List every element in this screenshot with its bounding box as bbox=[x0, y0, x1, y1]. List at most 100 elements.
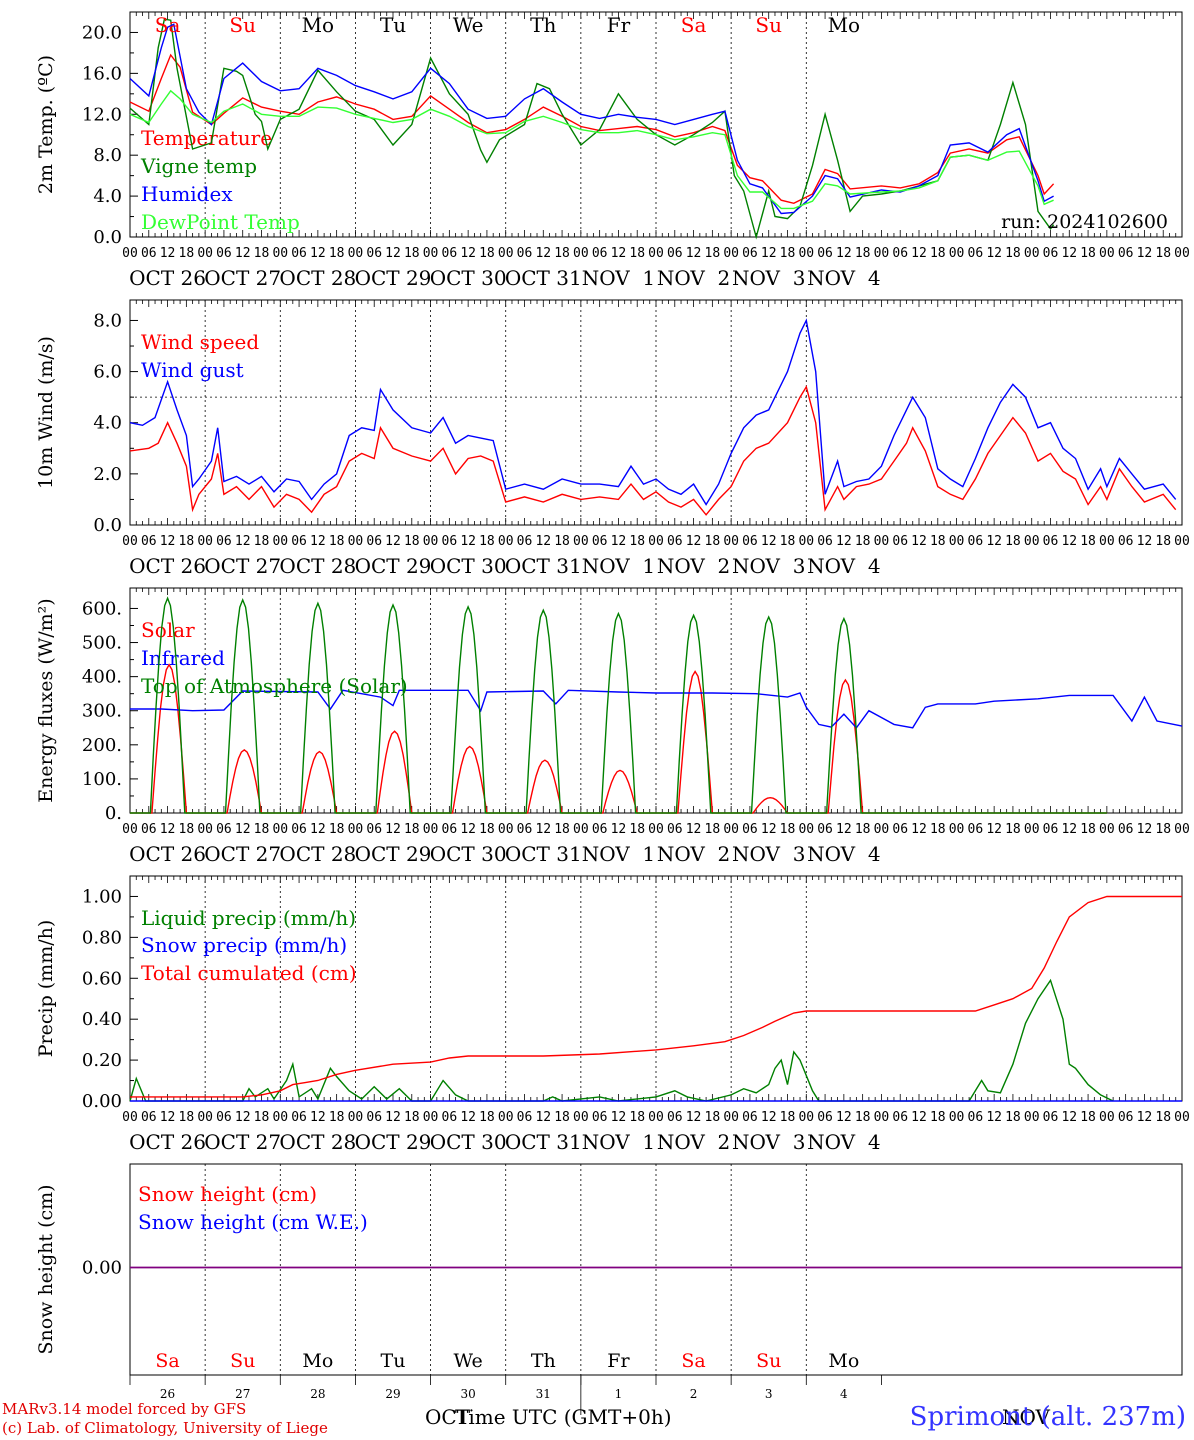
hour-tick-label: 12 bbox=[460, 246, 476, 261]
hour-tick-label: 00 bbox=[874, 1110, 890, 1125]
hour-tick-label: 06 bbox=[1118, 534, 1134, 549]
hour-tick-label: 18 bbox=[479, 534, 495, 549]
date-label: OCT 27 bbox=[204, 1130, 281, 1154]
legend-entry: Infrared bbox=[141, 646, 225, 670]
hour-tick-label: 12 bbox=[1137, 534, 1153, 549]
hour-tick-label: 00 bbox=[1099, 534, 1115, 549]
date-label: NOV 3 bbox=[732, 554, 805, 578]
hour-tick-label: 18 bbox=[1155, 822, 1171, 837]
y-tick-label: 4.0 bbox=[93, 186, 122, 207]
hour-tick-label: 06 bbox=[742, 822, 758, 837]
hour-tick-label: 12 bbox=[1061, 246, 1077, 261]
legend-entry: Liquid precip (mm/h) bbox=[141, 906, 356, 930]
date-label: NOV 4 bbox=[807, 1130, 880, 1154]
hour-tick-label: 12 bbox=[686, 1110, 702, 1125]
date-label: NOV 4 bbox=[807, 554, 880, 578]
hour-tick-label: 12 bbox=[460, 822, 476, 837]
hour-tick-label: 18 bbox=[780, 1110, 796, 1125]
hour-tick-label: 00 bbox=[874, 822, 890, 837]
hour-tick-label: 00 bbox=[423, 534, 439, 549]
hour-tick-label: 18 bbox=[855, 534, 871, 549]
date-label: OCT 31 bbox=[505, 1130, 582, 1154]
y-tick-label: 0.00 bbox=[82, 1091, 122, 1112]
y-tick-label: 100. bbox=[82, 769, 122, 790]
weekday-label-top: Su bbox=[229, 13, 256, 37]
hour-tick-label: 00 bbox=[122, 1110, 138, 1125]
y-tick-label: 0.40 bbox=[82, 1009, 122, 1030]
date-label: OCT 27 bbox=[204, 842, 281, 866]
day-number: 31 bbox=[536, 1387, 551, 1401]
hour-tick-label: 06 bbox=[442, 1110, 458, 1125]
hour-tick-label: 00 bbox=[1174, 246, 1190, 261]
hour-tick-label: 12 bbox=[836, 1110, 852, 1125]
hour-tick-label: 00 bbox=[798, 822, 814, 837]
hour-tick-label: 12 bbox=[911, 246, 927, 261]
hour-tick-label: 12 bbox=[310, 534, 326, 549]
hour-tick-label: 00 bbox=[798, 246, 814, 261]
date-label: OCT 31 bbox=[505, 554, 582, 578]
series-line-humidex bbox=[129, 23, 1054, 215]
hour-tick-label: 12 bbox=[235, 822, 251, 837]
date-label: OCT 29 bbox=[355, 1130, 432, 1154]
hour-tick-label: 18 bbox=[705, 1110, 721, 1125]
hour-tick-label: 12 bbox=[686, 822, 702, 837]
date-label: NOV 2 bbox=[657, 842, 730, 866]
hour-tick-label: 06 bbox=[216, 822, 232, 837]
hour-tick-label: 12 bbox=[686, 246, 702, 261]
hour-tick-label: 06 bbox=[366, 246, 382, 261]
hour-tick-label: 12 bbox=[385, 822, 401, 837]
date-label: OCT 27 bbox=[204, 266, 281, 290]
hour-tick-label: 06 bbox=[968, 534, 984, 549]
y-tick-label: 200. bbox=[82, 735, 122, 756]
date-label: NOV 2 bbox=[657, 1130, 730, 1154]
series-line-solar bbox=[130, 663, 1107, 814]
hour-tick-label: 12 bbox=[836, 822, 852, 837]
hour-tick-label: 06 bbox=[817, 1110, 833, 1125]
date-label: OCT 28 bbox=[279, 842, 356, 866]
hour-tick-label: 00 bbox=[498, 534, 514, 549]
hour-tick-label: 18 bbox=[705, 534, 721, 549]
hour-tick-label: 18 bbox=[479, 822, 495, 837]
hour-tick-label: 18 bbox=[179, 1110, 195, 1125]
series-line-temperature bbox=[129, 53, 1055, 205]
hour-tick-label: 00 bbox=[122, 246, 138, 261]
series-line-wind-gust bbox=[129, 318, 1177, 506]
hour-tick-label: 06 bbox=[817, 822, 833, 837]
hour-tick-label: 12 bbox=[761, 246, 777, 261]
hour-tick-label: 06 bbox=[892, 822, 908, 837]
hour-tick-label: 06 bbox=[592, 246, 608, 261]
hour-tick-label: 00 bbox=[874, 534, 890, 549]
y-axis-title: 2m Temp. (ºC) bbox=[35, 55, 57, 194]
hour-tick-label: 00 bbox=[723, 822, 739, 837]
hour-tick-label: 06 bbox=[291, 1110, 307, 1125]
hour-tick-label: 00 bbox=[648, 1110, 664, 1125]
date-label: NOV 1 bbox=[582, 1130, 655, 1154]
y-axis-title: Precip (mm/h) bbox=[35, 920, 57, 1058]
hour-tick-label: 18 bbox=[629, 246, 645, 261]
hour-tick-label: 12 bbox=[836, 534, 852, 549]
y-axis-title: Snow height (cm) bbox=[35, 1184, 57, 1354]
y-tick-label: 500. bbox=[82, 633, 122, 654]
hour-tick-label: 00 bbox=[197, 1110, 213, 1125]
hour-tick-label: 06 bbox=[968, 822, 984, 837]
hour-tick-label: 18 bbox=[479, 1110, 495, 1125]
legend-entry: Temperature bbox=[141, 126, 272, 150]
hour-tick-label: 12 bbox=[385, 1110, 401, 1125]
hour-tick-label: 18 bbox=[329, 1110, 345, 1125]
date-label: OCT 31 bbox=[505, 266, 582, 290]
hour-tick-label: 06 bbox=[968, 1110, 984, 1125]
date-label: OCT 29 bbox=[355, 842, 432, 866]
hour-tick-label: 12 bbox=[310, 1110, 326, 1125]
y-axis-title: Energy fluxes (W/m²) bbox=[35, 598, 57, 802]
hour-tick-label: 12 bbox=[310, 822, 326, 837]
weekday-label-top: Mo bbox=[828, 13, 861, 37]
hour-tick-label: 18 bbox=[1080, 534, 1096, 549]
hour-tick-label: 18 bbox=[780, 246, 796, 261]
hour-tick-label: 00 bbox=[1174, 534, 1190, 549]
model-credit: MARv3.14 model forced by GFS bbox=[2, 1400, 247, 1418]
hour-tick-label: 18 bbox=[179, 822, 195, 837]
y-tick-label: 0.80 bbox=[82, 927, 122, 948]
hour-tick-label: 00 bbox=[1099, 1110, 1115, 1125]
hour-tick-label: 06 bbox=[1043, 246, 1059, 261]
y-tick-label: 0.0 bbox=[93, 227, 122, 248]
